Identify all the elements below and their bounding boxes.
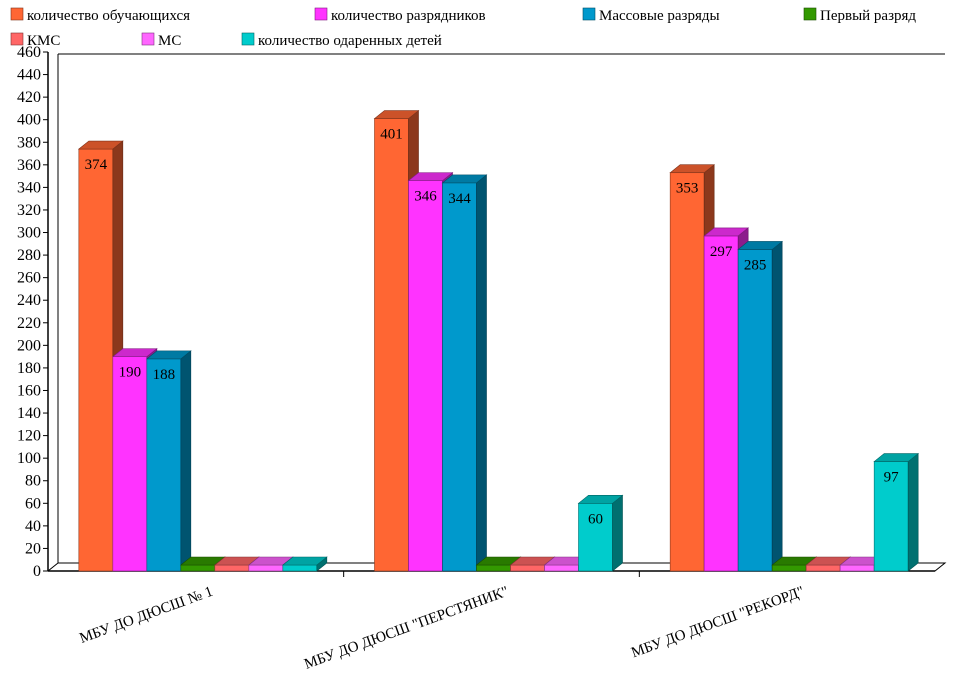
y-tick-label: 200 <box>17 337 41 354</box>
data-label: 297 <box>710 244 733 260</box>
y-tick-label: 180 <box>17 360 41 377</box>
legend-label: МС <box>158 33 181 49</box>
y-tick-label: 320 <box>17 202 41 219</box>
y-tick-label: 460 <box>17 44 41 61</box>
y-tick-label: 160 <box>17 382 41 399</box>
legend-label: КМС <box>27 33 60 49</box>
y-tick-label: 120 <box>17 428 41 445</box>
y-tick-label: 300 <box>17 225 41 242</box>
legend-entry: Массовые разряды <box>582 7 720 24</box>
bar <box>577 494 624 572</box>
y-tick-label: 400 <box>17 112 41 129</box>
legend: количество обучающихся количество разрядн… <box>10 7 916 49</box>
y-tick-label: 420 <box>17 89 41 106</box>
y-tick-label: 60 <box>25 495 41 512</box>
bar <box>145 350 192 572</box>
legend-label: количество обучающихся <box>27 8 190 24</box>
y-tick-label: 100 <box>17 450 41 467</box>
y-tick-label: 280 <box>17 247 41 264</box>
legend-label: количество одаренных детей <box>258 33 442 49</box>
legend-label: количество разрядников <box>331 8 486 24</box>
legend-label: Массовые разряды <box>599 8 720 24</box>
y-tick-label: 360 <box>17 157 41 174</box>
bar <box>873 452 920 572</box>
legend-entry: МС <box>141 32 181 49</box>
y-tick-label: 440 <box>17 67 41 84</box>
y-tick-label: 260 <box>17 270 41 287</box>
data-label: 374 <box>85 157 108 173</box>
legend-entry: количество разрядников <box>314 7 486 24</box>
data-label: 60 <box>588 511 603 527</box>
bars: 374 190 188 401 346 344 60 353 297 285 97 <box>77 109 920 572</box>
legend-label: Первый разряд <box>820 8 916 24</box>
bar <box>441 174 488 572</box>
bar <box>281 556 328 572</box>
data-label: 344 <box>448 191 471 207</box>
y-tick-label: 240 <box>17 292 41 309</box>
y-tick-label: 380 <box>17 134 41 151</box>
data-label: 190 <box>119 365 142 381</box>
data-label: 401 <box>380 127 403 143</box>
y-tick-label: 40 <box>25 518 41 535</box>
y-tick-label: 340 <box>17 179 41 196</box>
data-label: 353 <box>676 181 699 197</box>
legend-entry: количество обучающихся <box>10 7 190 24</box>
category-label: МБУ ДО ДЮСШ "ПЕРСТЯНИК" <box>302 584 511 673</box>
data-label: 285 <box>744 257 767 273</box>
legend-entry: количество одаренных детей <box>241 32 442 49</box>
data-label: 188 <box>153 367 176 383</box>
data-label: 97 <box>884 470 900 486</box>
y-tick-label: 80 <box>25 473 41 490</box>
data-label: 346 <box>414 189 437 205</box>
y-tick-label: 20 <box>25 540 41 557</box>
y-tick-label: 140 <box>17 405 41 422</box>
bar <box>737 240 784 572</box>
y-tick-label: 220 <box>17 315 41 332</box>
legend-entry: Первый разряд <box>803 7 916 24</box>
y-tick-label: 0 <box>33 563 41 580</box>
legend-entry: КМС <box>10 32 60 49</box>
category-label: МБУ ДО ДЮСШ № 1 <box>77 584 215 647</box>
category-label: МБУ ДО ДЮСШ "РЕКОРД" <box>629 584 806 662</box>
